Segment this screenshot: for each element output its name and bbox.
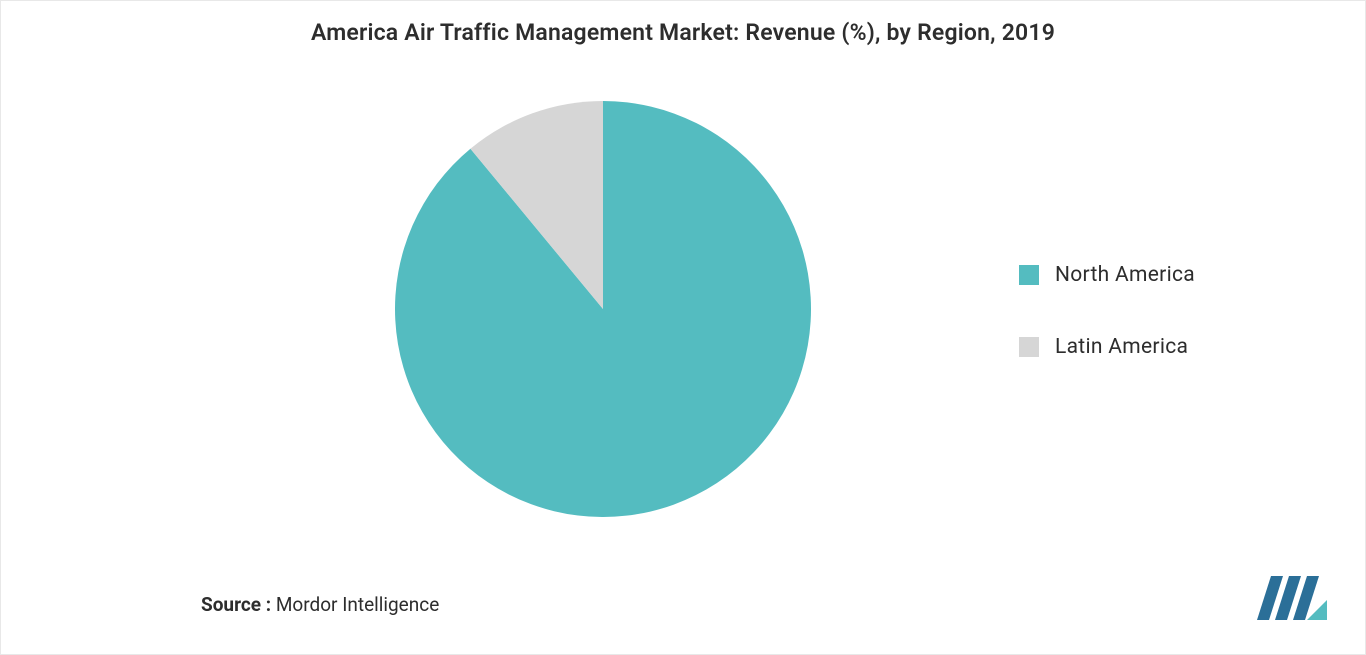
source-text: Mordor Intelligence [276,593,439,616]
source-prefix: Source : [201,593,271,616]
pie-chart [395,101,811,521]
chart-area: North America Latin America [1,81,1365,541]
legend: North America Latin America [1019,263,1195,359]
chart-container: America Air Traffic Management Market: R… [0,0,1366,655]
legend-label: Latin America [1055,335,1188,359]
legend-item-0: North America [1019,263,1195,287]
source-attribution: Source : Mordor Intelligence [201,593,439,616]
legend-label: North America [1055,263,1195,287]
chart-title: America Air Traffic Management Market: R… [1,1,1365,46]
legend-item-1: Latin America [1019,335,1195,359]
mordor-logo-icon [1257,576,1327,624]
legend-swatch [1019,337,1039,357]
legend-swatch [1019,265,1039,285]
